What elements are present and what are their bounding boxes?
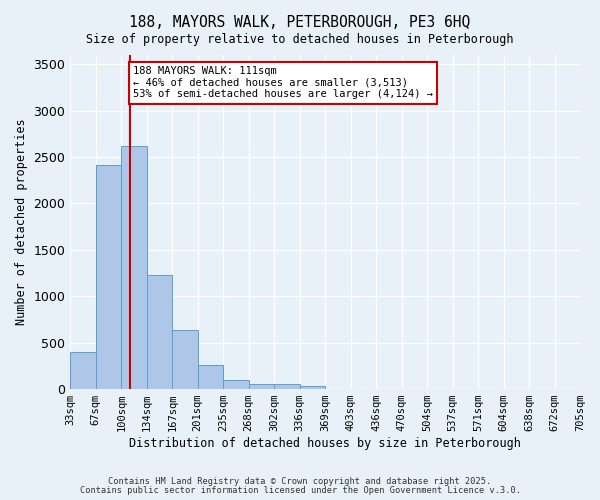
Bar [121,146,147,389]
Text: 188, MAYORS WALK, PETERBOROUGH, PE3 6HQ: 188, MAYORS WALK, PETERBOROUGH, PE3 6HQ [130,15,470,30]
Bar [223,380,248,389]
Bar [147,275,172,389]
Text: 188 MAYORS WALK: 111sqm
← 46% of detached houses are smaller (3,513)
53% of semi: 188 MAYORS WALK: 111sqm ← 46% of detache… [133,66,433,100]
Y-axis label: Number of detached properties: Number of detached properties [15,118,28,326]
Text: Size of property relative to detached houses in Peterborough: Size of property relative to detached ho… [86,32,514,46]
Bar [198,365,223,389]
Bar [70,352,96,389]
Text: Contains public sector information licensed under the Open Government Licence v.: Contains public sector information licen… [79,486,521,495]
Bar [274,384,299,389]
Bar [172,330,198,389]
Bar [248,384,274,389]
Bar [96,164,121,389]
Text: Contains HM Land Registry data © Crown copyright and database right 2025.: Contains HM Land Registry data © Crown c… [109,477,491,486]
X-axis label: Distribution of detached houses by size in Peterborough: Distribution of detached houses by size … [129,437,521,450]
Bar [299,386,325,389]
